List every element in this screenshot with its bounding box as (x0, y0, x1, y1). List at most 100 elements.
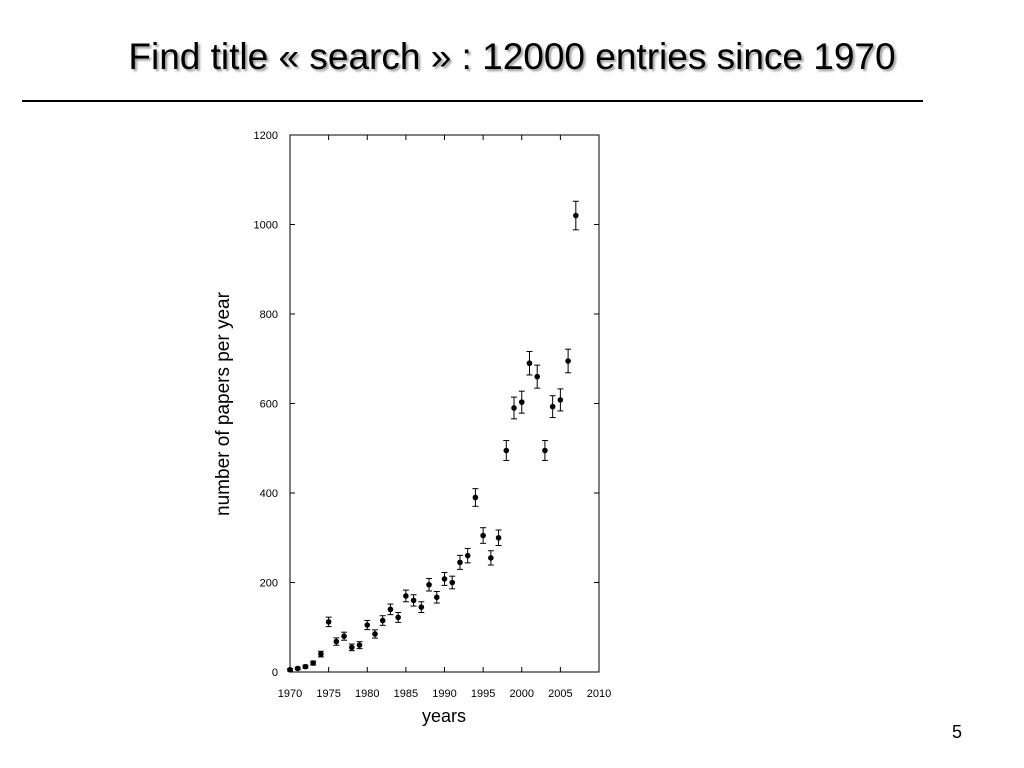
data-point (480, 527, 487, 544)
data-point (534, 364, 541, 389)
point-marker (495, 534, 502, 541)
point-marker (356, 642, 363, 648)
point-marker (565, 358, 571, 364)
data-point (287, 666, 293, 673)
point-marker (387, 606, 394, 613)
x-tick-label: 2000 (510, 688, 534, 700)
data-point (449, 575, 456, 590)
data-point (317, 650, 324, 658)
y-tick-label: 1200 (254, 130, 278, 142)
data-point (325, 616, 332, 628)
data-point (572, 200, 579, 231)
point-marker (549, 403, 556, 410)
point-marker (302, 663, 309, 670)
point-marker (341, 633, 347, 639)
axes: 1970 1975 1980 1985 1990 1995 2000 2005 2010 0 200… (254, 130, 612, 700)
data-point (371, 629, 378, 639)
point-marker (557, 397, 564, 403)
x-tick-label: 1995 (471, 688, 495, 700)
data-point (387, 603, 394, 616)
point-marker (488, 555, 494, 561)
data-point (495, 529, 502, 547)
point-marker (503, 447, 510, 454)
point-marker (426, 581, 432, 588)
title-divider (22, 100, 923, 102)
y-tick-label: 800 (260, 309, 278, 321)
data-point (565, 348, 572, 374)
y-tick-label: 1000 (254, 220, 278, 232)
point-marker (379, 617, 386, 624)
data-point (341, 631, 348, 641)
point-marker (534, 373, 540, 380)
data-points (287, 200, 579, 673)
data-point (456, 554, 463, 570)
x-tick-label: 1975 (316, 688, 340, 700)
data-point (433, 590, 440, 604)
data-point (541, 440, 548, 461)
point-marker (410, 597, 417, 604)
point-marker (542, 447, 548, 454)
point-marker (287, 666, 293, 673)
point-marker (318, 651, 324, 657)
data-point (418, 601, 425, 614)
data-point (518, 390, 525, 414)
slide-title: Find title « search » : 12000 entries si… (128, 36, 896, 77)
y-tick-label: 600 (260, 399, 278, 411)
point-marker (464, 552, 471, 559)
data-point (441, 571, 448, 586)
y-tick-label: 0 (272, 667, 278, 679)
data-point (472, 488, 479, 507)
data-point (426, 577, 433, 592)
point-marker (433, 594, 440, 601)
point-marker (480, 532, 486, 539)
point-marker (310, 660, 316, 666)
x-tick-label: 1990 (432, 688, 456, 700)
point-marker (372, 631, 378, 637)
data-point (511, 396, 518, 420)
point-marker (511, 405, 517, 411)
point-marker (333, 638, 340, 645)
point-marker (518, 399, 525, 405)
data-point (356, 641, 363, 650)
y-axis-label: number of papers per year (213, 291, 234, 516)
data-point (302, 663, 309, 670)
point-marker (294, 665, 301, 672)
point-marker (364, 622, 371, 628)
point-marker (441, 576, 448, 582)
y-tick-label: 200 (260, 578, 278, 590)
data-point (333, 637, 340, 646)
point-marker (457, 559, 463, 566)
point-marker (403, 593, 409, 599)
x-tick-label: 1970 (278, 688, 302, 700)
point-marker (418, 604, 425, 610)
data-point (410, 594, 417, 607)
data-point (487, 550, 494, 566)
y-tick-label: 400 (260, 488, 278, 500)
x-tick-label: 2010 (587, 688, 611, 700)
x-tick-label: 2005 (548, 688, 572, 700)
data-point (379, 615, 386, 626)
data-point (310, 660, 317, 666)
data-point (402, 589, 409, 603)
data-point (557, 388, 564, 412)
data-point (395, 611, 402, 623)
data-point (364, 619, 371, 631)
data-point (348, 643, 355, 652)
page-number: 5 (951, 722, 962, 742)
data-point (294, 665, 301, 672)
point-marker (325, 619, 332, 625)
point-marker (472, 494, 479, 501)
point-marker (526, 360, 533, 367)
data-point (549, 395, 556, 419)
data-point (464, 547, 471, 564)
x-axis-label: years (422, 706, 466, 726)
data-point (526, 350, 533, 376)
x-tick-label: 1985 (394, 688, 418, 700)
x-tick-label: 1980 (355, 688, 379, 700)
point-marker (349, 644, 355, 651)
point-marker (573, 212, 579, 219)
data-point (503, 440, 510, 461)
point-marker (395, 614, 401, 621)
point-marker (449, 579, 456, 586)
